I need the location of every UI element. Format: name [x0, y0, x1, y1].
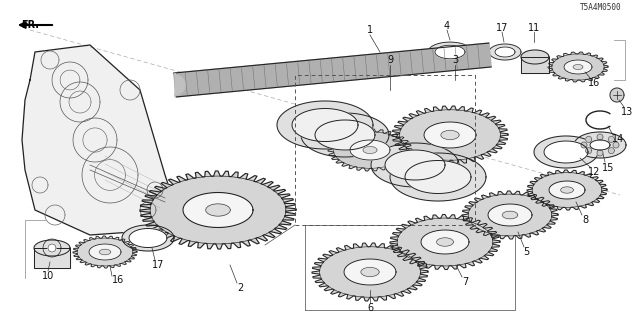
Text: 16: 16	[112, 275, 124, 285]
Polygon shape	[424, 122, 476, 148]
Polygon shape	[34, 240, 70, 256]
Polygon shape	[363, 147, 377, 154]
Text: 12: 12	[588, 167, 600, 177]
Text: 5: 5	[523, 247, 529, 257]
Polygon shape	[610, 88, 624, 102]
Polygon shape	[361, 268, 379, 276]
Text: 17: 17	[152, 260, 164, 270]
Polygon shape	[421, 230, 469, 254]
Polygon shape	[312, 243, 428, 301]
Polygon shape	[390, 214, 500, 269]
Polygon shape	[89, 244, 121, 260]
Text: 17: 17	[496, 23, 508, 33]
Text: 10: 10	[42, 271, 54, 281]
Polygon shape	[405, 161, 471, 194]
Text: 16: 16	[588, 78, 600, 88]
Polygon shape	[315, 120, 375, 150]
Polygon shape	[174, 43, 491, 97]
Text: 15: 15	[602, 163, 614, 173]
Polygon shape	[521, 50, 549, 64]
Polygon shape	[586, 148, 592, 154]
Polygon shape	[328, 129, 412, 171]
Polygon shape	[277, 101, 373, 149]
Polygon shape	[22, 45, 175, 235]
Polygon shape	[586, 136, 592, 142]
Polygon shape	[608, 136, 614, 142]
Text: 1: 1	[367, 25, 373, 35]
Polygon shape	[183, 193, 253, 228]
Polygon shape	[34, 248, 70, 268]
Polygon shape	[597, 134, 603, 140]
Polygon shape	[564, 60, 592, 74]
Polygon shape	[428, 42, 472, 62]
Polygon shape	[48, 244, 56, 252]
Polygon shape	[613, 142, 619, 148]
Polygon shape	[385, 150, 445, 180]
Polygon shape	[350, 140, 390, 160]
Polygon shape	[534, 136, 598, 168]
Polygon shape	[292, 108, 358, 141]
Polygon shape	[608, 148, 614, 154]
Polygon shape	[544, 141, 588, 163]
Text: 8: 8	[582, 215, 588, 225]
Text: 9: 9	[387, 55, 393, 65]
Polygon shape	[441, 131, 459, 140]
Polygon shape	[129, 228, 167, 247]
Polygon shape	[489, 44, 521, 60]
Polygon shape	[597, 150, 603, 156]
Polygon shape	[502, 211, 518, 219]
Polygon shape	[590, 140, 610, 150]
Text: 2: 2	[237, 283, 243, 293]
Polygon shape	[561, 187, 573, 193]
Polygon shape	[99, 249, 111, 255]
Polygon shape	[390, 153, 486, 201]
Polygon shape	[392, 106, 508, 164]
Text: 11: 11	[528, 23, 540, 33]
Polygon shape	[549, 181, 585, 199]
Polygon shape	[462, 191, 558, 239]
Text: 14: 14	[612, 134, 624, 144]
Polygon shape	[573, 65, 583, 69]
Polygon shape	[527, 170, 607, 210]
Text: 7: 7	[462, 277, 468, 287]
Polygon shape	[175, 73, 185, 97]
Text: 3: 3	[452, 55, 458, 65]
Polygon shape	[574, 132, 626, 158]
Polygon shape	[521, 57, 549, 73]
Polygon shape	[488, 204, 532, 226]
Text: 6: 6	[367, 303, 373, 313]
Polygon shape	[436, 238, 453, 246]
Text: FR.: FR.	[21, 20, 39, 30]
Polygon shape	[435, 45, 465, 59]
Polygon shape	[122, 225, 174, 251]
Polygon shape	[495, 47, 515, 57]
Polygon shape	[140, 171, 296, 249]
Polygon shape	[344, 259, 396, 285]
Polygon shape	[581, 142, 587, 148]
Polygon shape	[548, 52, 608, 82]
Text: 4: 4	[444, 21, 450, 31]
Polygon shape	[301, 113, 389, 157]
Text: 13: 13	[621, 107, 633, 117]
Polygon shape	[371, 143, 459, 187]
Polygon shape	[205, 204, 230, 216]
Text: T5A4M0500: T5A4M0500	[580, 3, 622, 12]
Polygon shape	[73, 236, 137, 268]
